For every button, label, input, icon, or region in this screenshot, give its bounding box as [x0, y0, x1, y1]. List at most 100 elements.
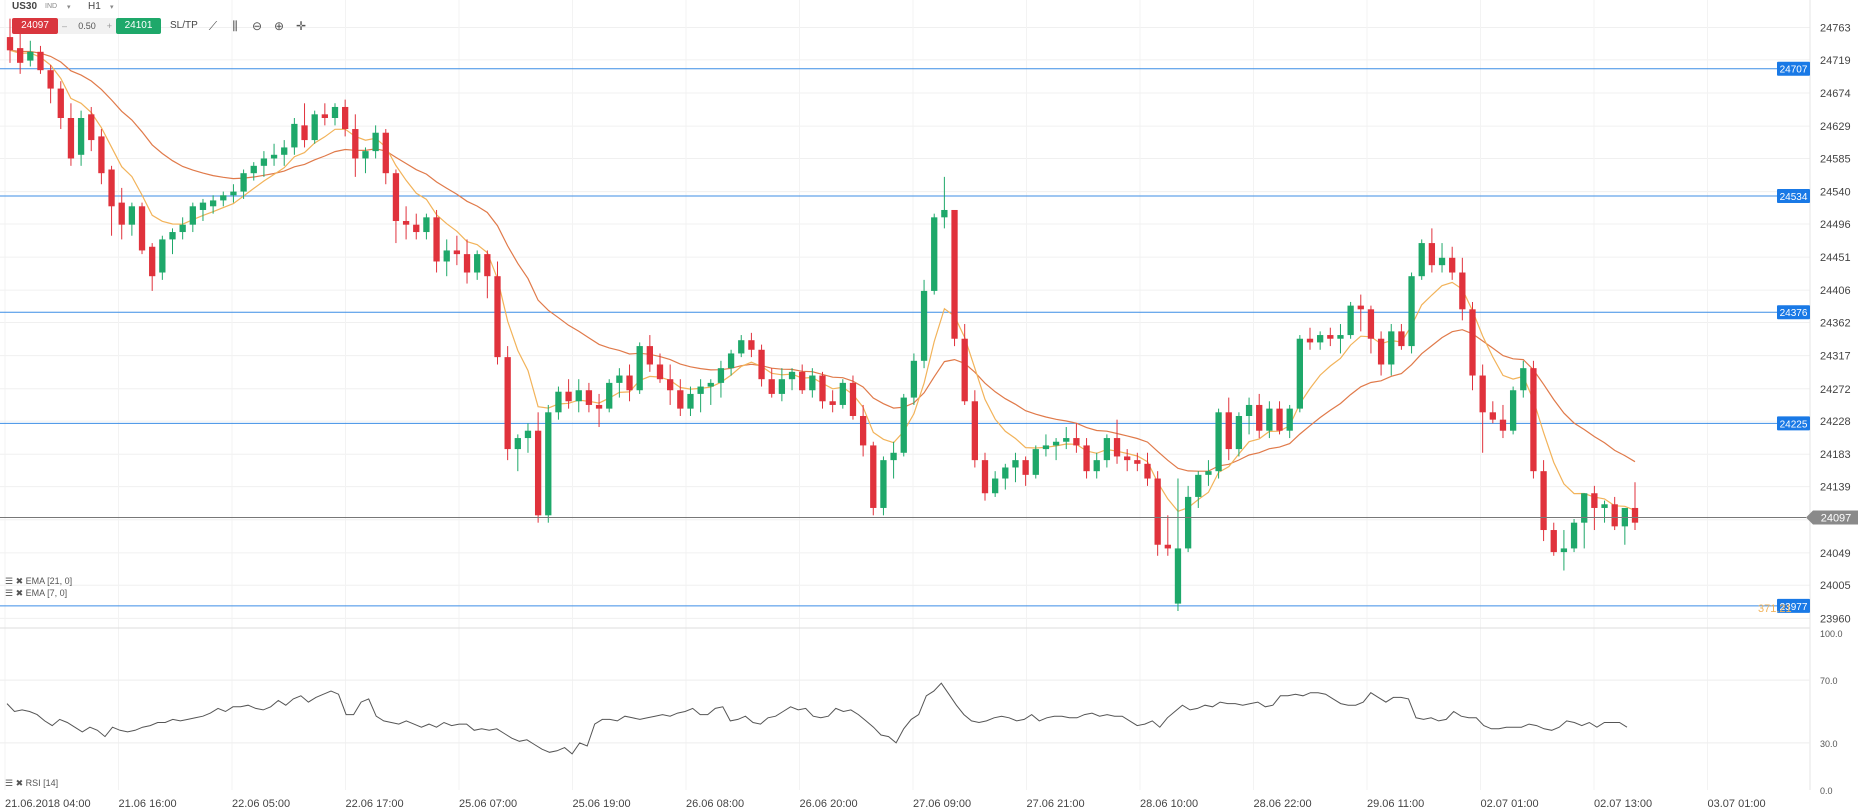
- candle-body: [1540, 471, 1547, 531]
- candle-body: [1113, 438, 1121, 457]
- candle-body: [484, 254, 491, 277]
- candle-body: [169, 232, 176, 240]
- zoom-out-icon[interactable]: ⊖: [251, 19, 263, 33]
- price-tick-label: 24183: [1820, 449, 1851, 461]
- candle-body: [199, 202, 207, 210]
- ema21-label: EMA [21, 0]: [25, 576, 73, 586]
- candle-body: [1449, 257, 1456, 273]
- time-tick-label: 27.06 09:00: [913, 798, 971, 810]
- candle-body: [382, 132, 389, 174]
- candle-body: [433, 217, 440, 262]
- time-tick-label: 03.07 01:00: [1708, 798, 1766, 810]
- candle-body: [1245, 404, 1253, 416]
- symbol-label[interactable]: US30: [12, 1, 38, 12]
- candle-body: [1591, 493, 1598, 508]
- candle-body: [992, 478, 999, 494]
- rsi-tick-label: 70.0: [1820, 676, 1838, 686]
- candle-body: [971, 401, 978, 461]
- rsi-tick-label: 100.0: [1820, 629, 1843, 639]
- candle-body: [1408, 276, 1415, 347]
- timeframe-dropdown-icon[interactable]: ▾: [110, 4, 114, 11]
- current-price-label: 24097: [1821, 513, 1852, 525]
- candlestick-icon[interactable]: ⫼: [232, 19, 238, 33]
- candle-body: [799, 371, 806, 391]
- level-label: 23977: [1780, 602, 1808, 613]
- candle-body: [1631, 507, 1639, 523]
- candle-body: [1347, 305, 1354, 336]
- candle-body: [829, 401, 836, 405]
- candle-body: [37, 51, 44, 71]
- candle-body: [1489, 412, 1496, 420]
- symbol-dropdown-icon[interactable]: ▾: [67, 4, 71, 11]
- candle-body: [57, 88, 64, 119]
- spread-minus[interactable]: –: [62, 21, 68, 31]
- price-tick-label: 24005: [1820, 580, 1851, 592]
- time-tick-label: 22.06 05:00: [232, 798, 290, 810]
- candle-body: [240, 173, 247, 192]
- time-tick-label: 25.06 07:00: [459, 798, 517, 810]
- candle-body: [494, 276, 501, 358]
- sell-price-button[interactable]: 24097: [12, 18, 58, 34]
- candle-body: [1042, 445, 1050, 450]
- candle-body: [443, 250, 450, 262]
- level-label-bg: [1777, 598, 1810, 613]
- candle-body: [1357, 305, 1364, 310]
- price-tick-label: 24139: [1820, 482, 1851, 494]
- price-tick-label: 24272: [1820, 384, 1851, 396]
- rsi-legend[interactable]: ☰ ✖ RSI [14]: [5, 778, 59, 788]
- candle-body: [697, 386, 704, 394]
- candle-body: [1205, 471, 1212, 475]
- line-chart-icon[interactable]: ⟋: [208, 19, 218, 33]
- candle-body: [920, 290, 928, 361]
- candle-body: [392, 173, 400, 222]
- time-tick-label: 27.06 21:00: [1027, 798, 1085, 810]
- candle-body: [1459, 272, 1466, 310]
- candle-body: [98, 136, 105, 174]
- candle-body: [585, 390, 593, 405]
- candle-body: [260, 158, 268, 166]
- buy-price-button[interactable]: 24101: [116, 18, 161, 34]
- candle-body: [534, 430, 542, 516]
- ema21-legend[interactable]: ☰ ✖ EMA [21, 0]: [5, 576, 73, 586]
- candle-body: [595, 404, 603, 409]
- candle-body: [1103, 438, 1111, 461]
- candle-body: [1509, 390, 1517, 431]
- candle-body: [1134, 460, 1141, 464]
- price-tick-label: 24763: [1820, 23, 1851, 35]
- candle-body: [951, 209, 958, 339]
- zoom-in-icon[interactable]: ⊕: [273, 19, 285, 33]
- price-tick-label: 24585: [1820, 153, 1851, 165]
- candle-body: [27, 51, 34, 61]
- ema7-legend[interactable]: ☰ ✖ EMA [7, 0]: [5, 588, 68, 598]
- time-tick-label: 29.06 11:00: [1367, 798, 1424, 810]
- candle-body: [1570, 522, 1578, 549]
- candle-body: [1093, 460, 1100, 472]
- ema7-label: EMA [7, 0]: [25, 588, 68, 598]
- level-label: 24376: [1780, 308, 1808, 319]
- crosshair-icon[interactable]: ✛: [295, 19, 307, 33]
- candle-body: [748, 340, 755, 350]
- price-tick-label: 24540: [1820, 187, 1851, 199]
- candle-body: [1073, 438, 1080, 446]
- spread-plus[interactable]: +: [106, 21, 112, 31]
- candle-body: [250, 165, 257, 174]
- candle-body: [545, 412, 552, 516]
- candle-body: [1002, 467, 1009, 479]
- candle-body: [1560, 548, 1568, 553]
- candle-body: [1581, 493, 1588, 523]
- candle-body: [504, 357, 511, 450]
- sltp-button[interactable]: SL/TP: [170, 20, 198, 31]
- spread-box: – 0.50 +: [58, 18, 116, 34]
- candle-body: [616, 375, 623, 383]
- candle-body: [809, 375, 816, 391]
- candle-body: [413, 224, 420, 233]
- time-tick-label: 26.06 08:00: [686, 798, 744, 810]
- timeframe-selector[interactable]: H1: [88, 1, 101, 12]
- candle-body: [220, 195, 227, 201]
- time-axis: 21.06.2018 04:00 21.06 16:00 22.06 05:00 22…: [5, 798, 1766, 810]
- candle-body: [667, 379, 674, 391]
- rsi-label: RSI [14]: [25, 778, 59, 788]
- candle-body: [606, 382, 613, 409]
- candle-body: [1174, 548, 1182, 604]
